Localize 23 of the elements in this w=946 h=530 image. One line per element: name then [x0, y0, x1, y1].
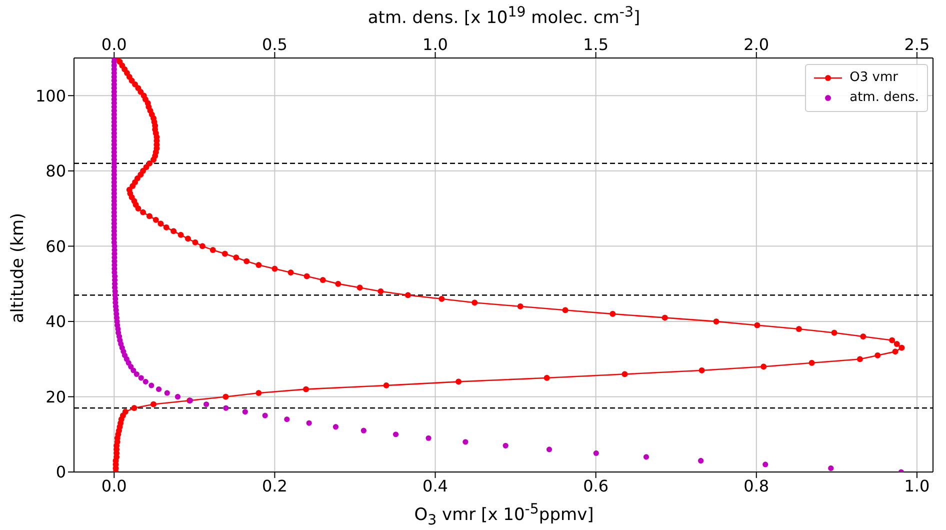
x2-tick-label: 2.5	[904, 35, 930, 54]
x2-tick-label: 2.0	[744, 35, 770, 54]
x-tick-label: 0.6	[583, 476, 609, 496]
y-tick-label: 60	[46, 236, 66, 256]
x-tick-label: 1.0	[904, 476, 930, 496]
legend-label: atm. dens.	[850, 89, 919, 107]
x2-tick-label: 1.0	[422, 35, 448, 54]
y-tick-label: 20	[46, 387, 66, 406]
x2-axis-title: atm. dens. [x 10$^{19}$ molec. cm$^{-3}$]	[368, 4, 640, 28]
y-tick-label: 100	[35, 86, 66, 106]
y-axis-title: altitude (km)	[8, 212, 28, 324]
x2-tick-label: 0.0	[101, 35, 127, 54]
y-tick-label: 0	[56, 462, 66, 482]
x-axis-title: O$_{3}$ vmr [x 10$^{-5}$ppmv]	[414, 500, 594, 528]
x-tick-label: 0.8	[744, 476, 770, 496]
x2-tick-label: 0.5	[262, 35, 288, 54]
x2-tick-label: 1.5	[583, 35, 609, 54]
x-tick-label: 0.2	[262, 476, 288, 496]
legend-label: O3 vmr	[850, 69, 898, 87]
y-tick-label: 40	[46, 312, 66, 332]
x-tick-label: 0.4	[422, 476, 448, 496]
x-tick-label: 0.0	[101, 476, 127, 496]
y-tick-label: 80	[46, 162, 66, 181]
